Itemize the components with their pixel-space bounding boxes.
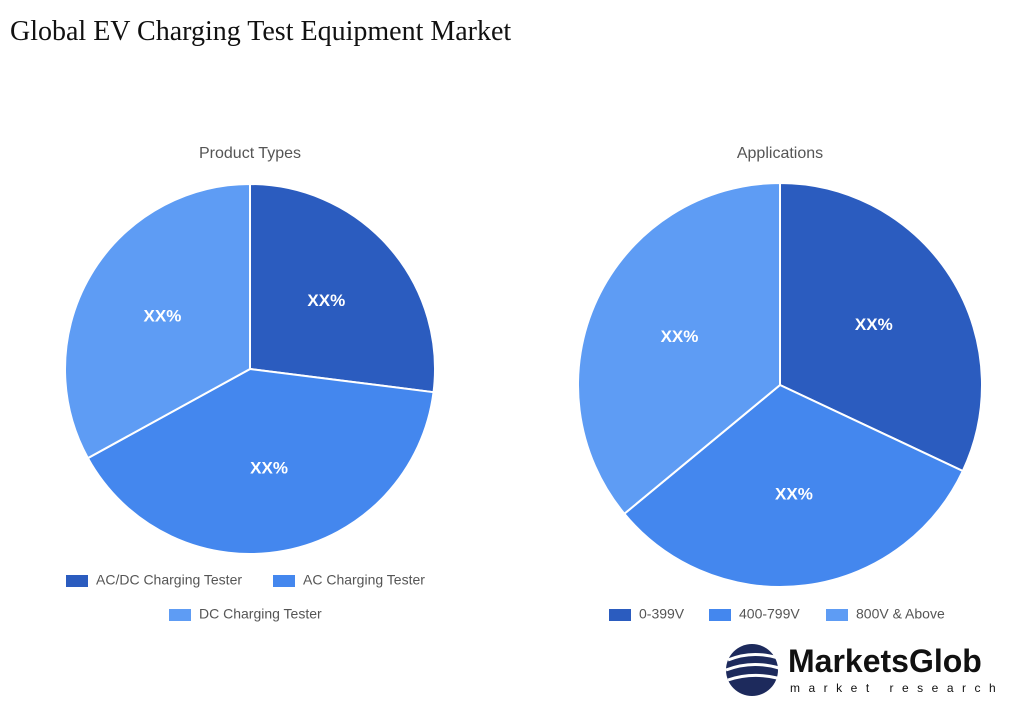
- page-title: Global EV Charging Test Equipment Market: [10, 16, 511, 47]
- logo: MarketsGlob market research: [725, 643, 1004, 696]
- pie-slice: [86, 367, 435, 555]
- pie-slice: [64, 182, 251, 460]
- chart-title: Applications: [737, 145, 823, 162]
- value-label: XX%: [144, 307, 182, 326]
- legend-label: 800V & Above: [856, 606, 945, 622]
- legend-label: 400-799V: [739, 606, 800, 622]
- logo-waves: [725, 653, 780, 682]
- legend-label: AC/DC Charging Tester: [96, 572, 242, 588]
- legend-swatch: [609, 609, 631, 621]
- legend-swatch: [66, 575, 88, 587]
- chart-title: Product Types: [199, 145, 301, 162]
- pie-slice: [622, 383, 965, 588]
- logo-tagline: market research: [790, 681, 1004, 695]
- pie-slice: [577, 181, 781, 516]
- legend-swatch: [273, 575, 295, 587]
- pie-slice: [249, 182, 436, 394]
- legend-swatch: [169, 609, 191, 621]
- logo-name: MarketsGlob: [788, 643, 982, 679]
- legend-label: AC Charging Tester: [303, 572, 425, 588]
- value-label: XX%: [775, 485, 813, 504]
- value-label: XX%: [307, 291, 345, 310]
- logo-icon: [726, 644, 778, 696]
- legend-label: 0-399V: [639, 606, 685, 622]
- legend-swatch: [709, 609, 731, 621]
- value-label: XX%: [661, 327, 699, 346]
- legend-swatch: [826, 609, 848, 621]
- legend-label: DC Charging Tester: [199, 606, 322, 622]
- pie-slice: [779, 181, 983, 473]
- value-label: XX%: [855, 315, 893, 334]
- value-label: XX%: [250, 458, 288, 477]
